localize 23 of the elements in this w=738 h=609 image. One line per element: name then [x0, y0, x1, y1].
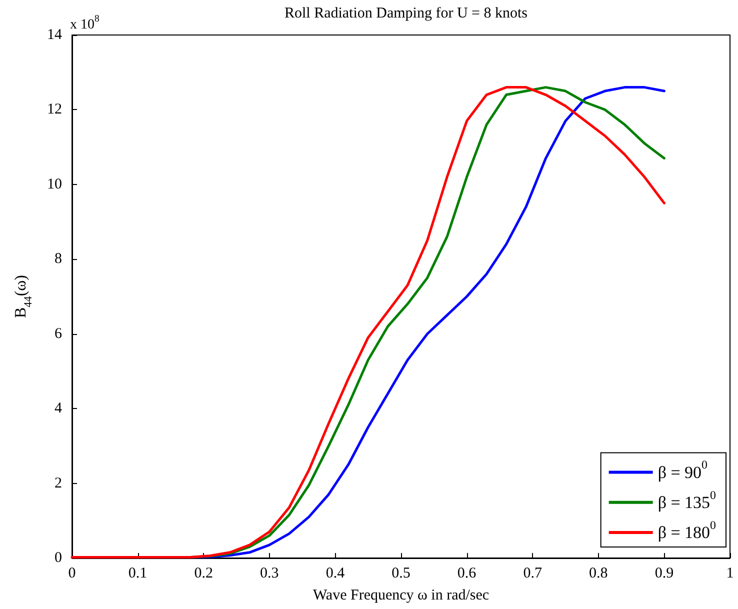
x-tick-label: 0.6 — [457, 566, 477, 582]
x-tick-label: 0.5 — [392, 566, 410, 582]
x-tick-label: 0.2 — [194, 566, 213, 582]
y-tick-label: 14 — [47, 27, 62, 43]
x-tick-label: 0.7 — [523, 566, 542, 582]
x-tick-label: 0.1 — [128, 566, 148, 582]
x-tick-label: 0.9 — [654, 566, 674, 582]
y-tick-label: 0 — [54, 550, 62, 566]
x-tick-label: 0 — [68, 566, 76, 582]
x-tick-label: 0.4 — [326, 566, 346, 582]
x-axis-title: Wave Frequency ω in rad/sec — [312, 588, 490, 604]
x-tick-label: 0.3 — [260, 566, 279, 582]
line-series — [70, 86, 666, 559]
y-tick-label: 2 — [54, 475, 62, 492]
x-tick-label: 0.8 — [589, 566, 608, 582]
y-tick-label: 6 — [54, 326, 62, 342]
x-tick-label: 1 — [726, 566, 734, 582]
y-tick-label: 10 — [47, 176, 62, 192]
y-tick-label: 4 — [54, 400, 62, 417]
chart-title: Roll Radiation Damping for U = 8 knots — [284, 6, 528, 22]
y-tick-label: 8 — [54, 251, 62, 268]
y-axis-title: B44(ω) — [12, 274, 34, 318]
y-tick-label: 12 — [47, 102, 62, 118]
